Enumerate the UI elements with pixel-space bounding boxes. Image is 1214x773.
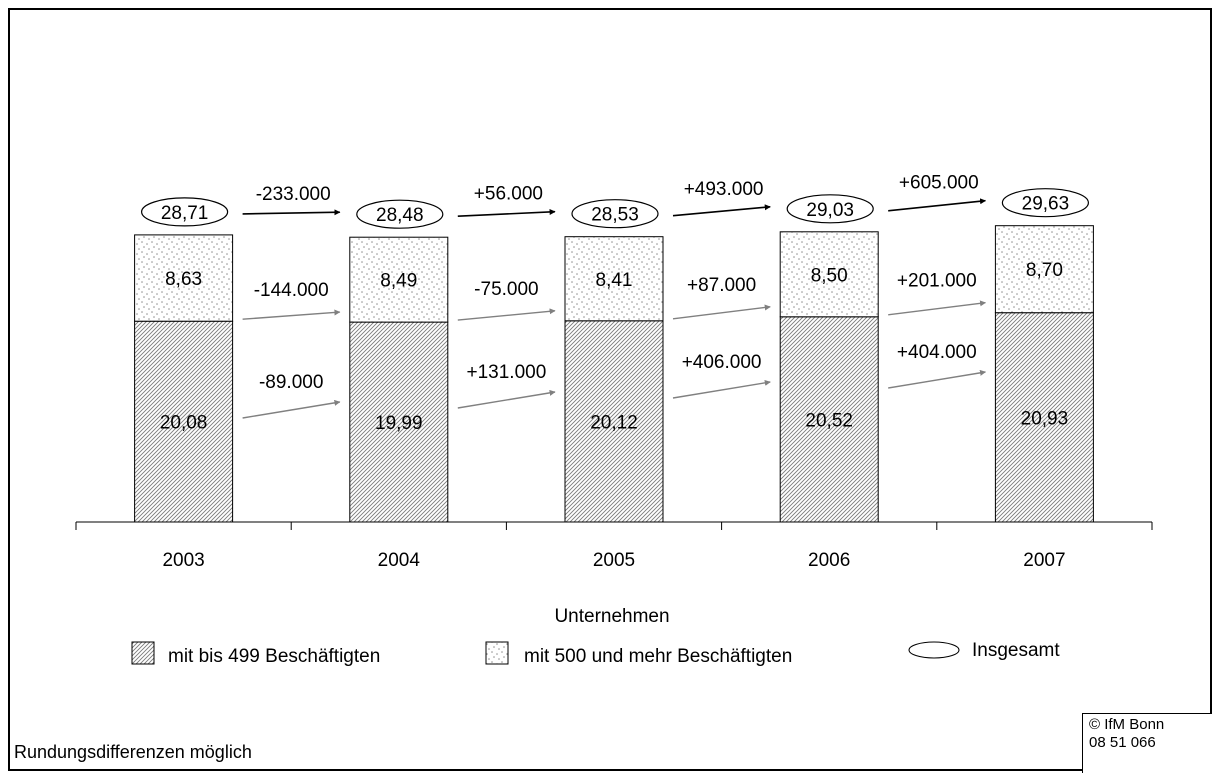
value-label-large: 8,50 <box>811 265 848 286</box>
change-label-total: +493.000 <box>684 179 764 200</box>
arrow-small <box>888 369 986 389</box>
arrow-total <box>242 209 341 216</box>
arrow-large <box>242 309 341 320</box>
change-label-total: +56.000 <box>474 184 543 205</box>
value-label-large: 8,70 <box>1026 260 1063 281</box>
rounding-note: Rundungsdifferenzen möglich <box>14 742 252 762</box>
change-label-small: +131.000 <box>467 362 547 383</box>
value-label-small: 20,52 <box>805 410 853 431</box>
copyright-line-1: © IfM Bonn <box>1089 716 1165 733</box>
x-tick-label-2005: 2005 <box>593 550 635 571</box>
change-label-small: +404.000 <box>897 342 977 363</box>
total-label: 28,71 <box>161 203 209 224</box>
arrow-total <box>672 204 771 217</box>
x-tick-label-2007: 2007 <box>1023 550 1065 571</box>
bars <box>134 225 1094 523</box>
bar-segment-large-2005 <box>564 236 664 322</box>
value-label-small: 20,08 <box>160 413 208 434</box>
total-ellipse-2007 <box>1001 188 1090 218</box>
copyright-box: © IfM Bonn 08 51 066 <box>1082 713 1212 773</box>
total-label: 28,48 <box>376 205 424 226</box>
bar-segment-small-2006 <box>779 316 879 523</box>
arrow-small <box>242 399 341 419</box>
x-axis: 2003 2004 2005 2006 2007 <box>75 521 1153 571</box>
total-label: 29,63 <box>1022 194 1070 215</box>
arrow-total <box>457 208 556 217</box>
legend: Unternehmen mit bis 499 Beschäftigten mit … <box>131 606 1060 667</box>
total-label: 29,03 <box>806 200 854 221</box>
change-label-total: +605.000 <box>899 173 979 194</box>
copyright-line-2: 08 51 066 <box>1089 734 1156 751</box>
value-label-small: 19,99 <box>375 413 423 434</box>
change-label-total: -233.000 <box>256 184 331 205</box>
x-tick-label-2003: 2003 <box>162 550 204 571</box>
x-tick-label-2004: 2004 <box>378 550 421 571</box>
value-label-large: 8,41 <box>596 270 633 291</box>
bar-segment-large-2006 <box>779 231 879 318</box>
legend-title: Unternehmen <box>554 606 669 627</box>
value-label-large: 8,63 <box>165 269 202 290</box>
value-label-small: 20,93 <box>1021 408 1069 429</box>
total-ellipse-2004 <box>356 199 444 229</box>
data-labels: 20,08 8,63 28,71 19,99 8,49 28,48 20,12 8,41 28,… <box>141 188 1090 434</box>
arrow-total <box>888 198 986 212</box>
change-label-large: +87.000 <box>687 275 756 296</box>
change-label-large: -75.000 <box>474 279 538 300</box>
x-tick-label-2006: 2006 <box>808 550 850 571</box>
legend-swatch-large <box>485 641 509 665</box>
arrow-large <box>888 300 986 316</box>
total-ellipse-2006 <box>786 194 874 224</box>
value-label-large: 8,49 <box>380 271 417 292</box>
change-label-large: -144.000 <box>254 280 329 301</box>
bar-segment-small-2005 <box>564 320 664 523</box>
bar-segment-small-2003 <box>134 320 234 523</box>
bar-segment-large-2003 <box>134 234 234 322</box>
change-label-small: -89.000 <box>259 372 323 393</box>
arrow-large <box>672 304 771 320</box>
change-label-large: +201.000 <box>897 271 977 292</box>
chart-frame <box>8 8 1212 771</box>
arrow-large <box>457 308 556 321</box>
change-label-small: +406.000 <box>682 352 762 373</box>
legend-label-total: Insgesamt <box>972 640 1060 661</box>
total-label: 28,53 <box>591 205 639 226</box>
legend-swatch-small <box>131 641 155 665</box>
total-ellipse-2005 <box>571 199 659 229</box>
total-ellipse-2003 <box>141 197 229 227</box>
arrow-small <box>457 389 556 409</box>
bar-segment-small-2004 <box>349 321 449 523</box>
bar-segment-large-2007 <box>994 225 1094 314</box>
change-arrows: -233.000 -144.000 -89.000 +56.000 -75.000 +13… <box>242 173 986 419</box>
legend-swatch-total <box>908 641 960 659</box>
bar-segment-large-2004 <box>349 236 449 323</box>
legend-label-large: mit 500 und mehr Beschäftigten <box>524 646 792 667</box>
value-label-small: 20,12 <box>590 412 638 433</box>
arrow-small <box>672 379 771 399</box>
legend-label-small: mit bis 499 Beschäftigten <box>168 646 380 667</box>
